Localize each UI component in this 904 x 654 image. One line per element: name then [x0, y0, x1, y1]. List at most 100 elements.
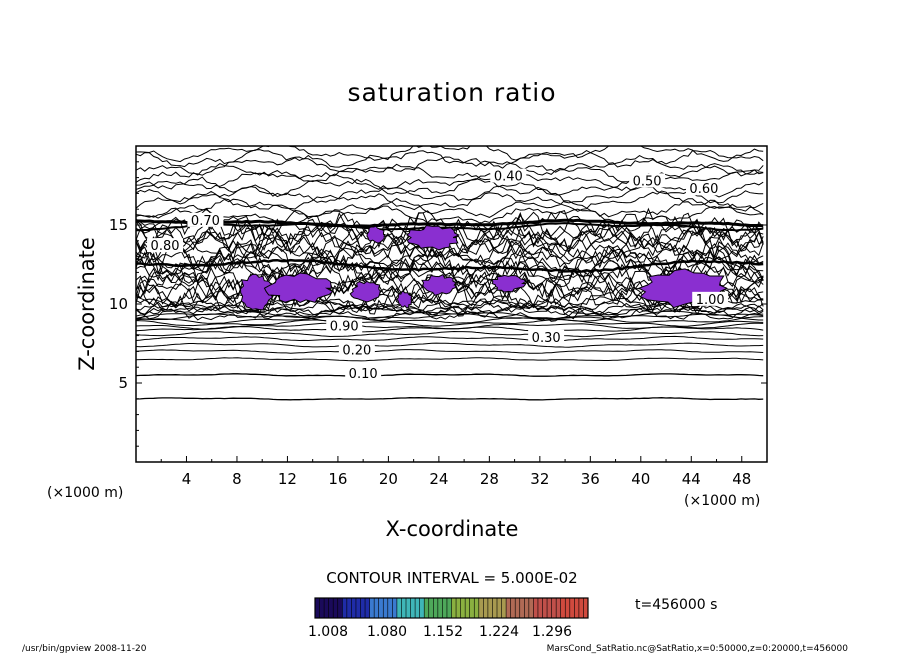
contour-line — [136, 146, 764, 163]
contour-line — [136, 218, 764, 229]
contour-line — [136, 149, 764, 169]
contour-line — [136, 349, 764, 354]
color-bar-cell — [456, 598, 461, 618]
color-bar-cell — [433, 598, 439, 618]
color-bar-cell — [483, 598, 489, 618]
x-tick-label: 48 — [732, 470, 751, 488]
x-tick-label: 32 — [530, 470, 549, 488]
color-bar-cell — [410, 598, 416, 618]
contour-label-bg — [490, 168, 527, 183]
x-tick-label: 24 — [429, 470, 448, 488]
color-bar-cell — [437, 598, 443, 618]
supersaturated-patch — [421, 273, 457, 296]
color-bar-cell — [378, 598, 384, 618]
supersaturated-patch — [349, 280, 383, 303]
contour-label: 0.30 — [532, 331, 561, 346]
supersaturated-patches — [239, 224, 728, 311]
contour-label: 0.80 — [151, 239, 180, 254]
contour-line — [136, 299, 764, 316]
color-bar-cell — [474, 598, 480, 618]
contour-label-bg — [147, 238, 184, 253]
contour-line — [136, 310, 764, 320]
x-axis-label: X-coordinate — [386, 517, 519, 541]
color-bar-cell — [324, 598, 329, 618]
color-bar-cell — [501, 598, 507, 618]
contour-line — [136, 227, 764, 262]
color-bar-cell — [497, 598, 502, 618]
contour-line — [136, 315, 764, 324]
contour-label-bg — [338, 342, 375, 357]
contour-label: 0.90 — [330, 320, 359, 335]
color-bar-cell — [537, 598, 543, 618]
contour-label: 0.50 — [633, 174, 662, 189]
x-tick-label: 44 — [682, 470, 701, 488]
color-bar-cell — [465, 598, 470, 618]
contour-line — [136, 234, 764, 271]
y-tick-label: 5 — [118, 374, 128, 392]
y-tick-label: 15 — [109, 216, 128, 234]
x-tick-label: 20 — [379, 470, 398, 488]
contour-line — [136, 297, 764, 315]
contour-line — [136, 204, 764, 226]
color-bar-cell — [355, 598, 361, 618]
contour-line — [136, 322, 764, 330]
color-bar-cell — [506, 598, 511, 618]
color-bar-cell — [460, 598, 466, 618]
contour-line — [136, 335, 764, 342]
color-bar-cell — [328, 598, 334, 618]
color-bar-frame — [314, 597, 589, 619]
color-bar-cell — [319, 598, 325, 618]
supersaturated-patch — [263, 272, 334, 303]
contour-label-bg — [345, 366, 382, 381]
x-tick-label: 40 — [631, 470, 650, 488]
footer-right: MarsCond_SatRatio.nc@SatRatio,x=0:50000,… — [547, 644, 849, 654]
contour-label-bg — [326, 318, 363, 333]
x-tick-label: 12 — [278, 470, 297, 488]
contour-line — [136, 163, 764, 183]
color-bar-cell — [565, 598, 571, 618]
color-bar-cell — [492, 598, 498, 618]
contour-label-bg — [629, 173, 666, 188]
color-bar-tick-label: 1.008 — [308, 624, 348, 640]
supersaturated-patch — [239, 273, 274, 311]
color-bar-cell — [442, 598, 448, 618]
contour-line — [136, 318, 764, 327]
color-bar-cell — [392, 598, 398, 618]
contour-label: 0.70 — [191, 214, 220, 229]
color-bar-tick-label: 1.296 — [532, 624, 572, 640]
color-bar-cell — [337, 598, 343, 618]
color-bar-cell — [478, 598, 484, 618]
color-bar-cell — [515, 598, 521, 618]
contour-line — [136, 176, 764, 198]
x-tick-label: 28 — [480, 470, 499, 488]
chart-title: saturation ratio — [347, 78, 556, 107]
color-bar-cell — [383, 598, 389, 618]
color-bar-cell — [560, 598, 566, 618]
color-bar-cell — [583, 598, 589, 618]
supersaturated-patch — [491, 274, 527, 293]
contour-line — [136, 373, 764, 377]
contour-line — [136, 357, 764, 362]
plot-area: 0.10 0.20 0.30 0.40 0.50 0.60 0.70 0.80 0.90 1.00… — [109, 145, 768, 488]
color-bar-ticks: 1.008 1.080 1.152 1.224 1.296 — [308, 624, 572, 640]
y-tick-label: 10 — [109, 295, 128, 313]
contour-line — [136, 258, 764, 273]
x-ticks: 4 8 12 16 20 24 28 32 36 40 44 48 — [160, 456, 751, 488]
contour-line — [136, 230, 764, 267]
supersaturated-patch — [366, 225, 386, 244]
color-bar-cell — [419, 598, 425, 618]
color-bar-cell — [406, 598, 411, 618]
color-bar-cell — [451, 598, 457, 618]
contour-label: 0.40 — [494, 170, 523, 185]
color-bar-cell — [415, 598, 420, 618]
color-bar-cell — [387, 598, 393, 618]
contour-interval-label: CONTOUR INTERVAL = 5.000E-02 — [326, 569, 577, 587]
x-unit-left: (×1000 m) — [47, 485, 123, 501]
supersaturated-patch — [396, 290, 414, 309]
color-bar-cell — [510, 598, 516, 618]
color-bar-cell — [524, 598, 530, 618]
color-bar-cell — [365, 598, 370, 618]
y-axis-label: Z-coordinate — [75, 237, 99, 371]
contour-line — [136, 197, 764, 218]
color-bar-cell — [315, 598, 320, 618]
